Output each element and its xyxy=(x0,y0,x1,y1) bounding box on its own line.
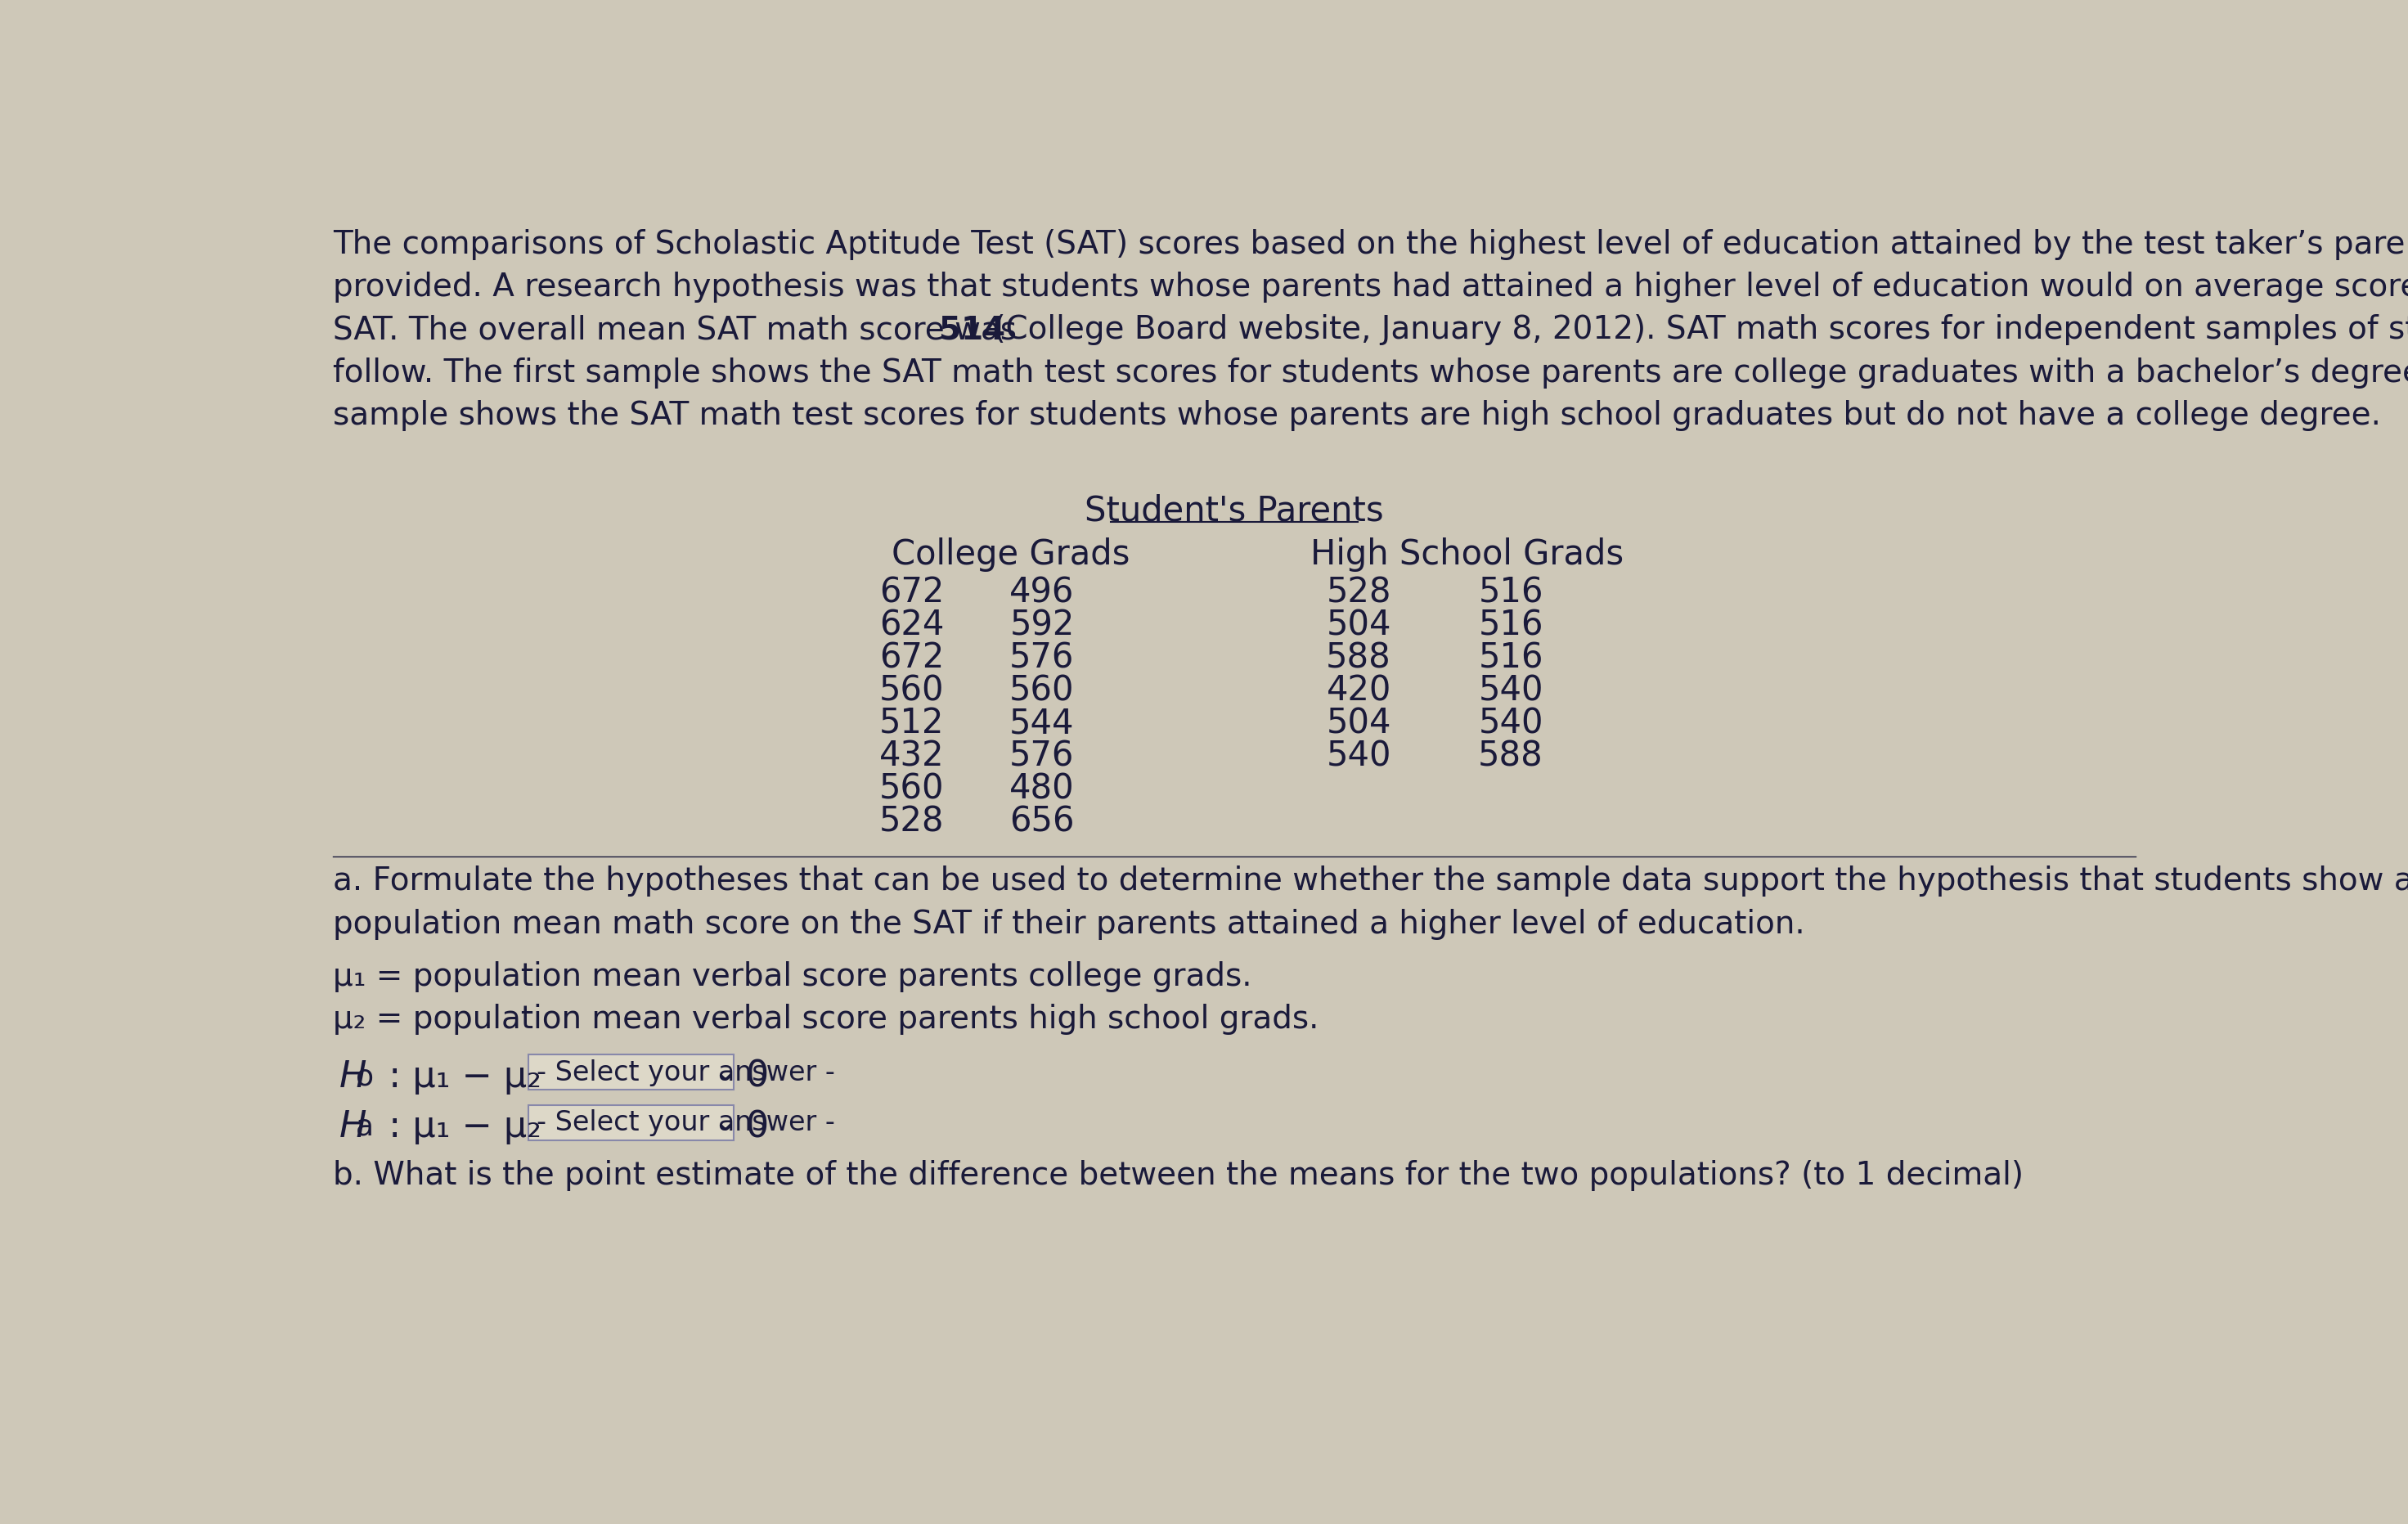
Text: 540: 540 xyxy=(1327,739,1392,773)
Text: The comparisons of Scholastic Aptitude Test (SAT) scores based on the highest le: The comparisons of Scholastic Aptitude T… xyxy=(332,229,2408,261)
Text: ⌄: ⌄ xyxy=(713,1109,737,1137)
Text: 540: 540 xyxy=(1479,674,1544,709)
Text: 504: 504 xyxy=(1327,706,1392,741)
Text: 576: 576 xyxy=(1009,640,1074,675)
Text: College Grads: College Grads xyxy=(891,538,1129,572)
Text: 540: 540 xyxy=(1479,706,1544,741)
Text: - Select your answer -: - Select your answer - xyxy=(537,1109,836,1137)
Text: - Select your answer -: - Select your answer - xyxy=(537,1059,836,1087)
Text: 560: 560 xyxy=(879,674,944,709)
Text: 672: 672 xyxy=(879,575,944,610)
Text: 624: 624 xyxy=(879,608,944,643)
Text: 588: 588 xyxy=(1479,739,1544,773)
Text: : μ₁ − μ₂: : μ₁ − μ₂ xyxy=(378,1059,542,1094)
Text: 496: 496 xyxy=(1009,575,1074,610)
Text: 516: 516 xyxy=(1479,608,1544,643)
Text: 504: 504 xyxy=(1327,608,1392,643)
Text: : μ₁ − μ₂: : μ₁ − μ₂ xyxy=(378,1109,542,1145)
Text: 528: 528 xyxy=(879,805,944,838)
FancyBboxPatch shape xyxy=(530,1105,734,1140)
Text: ⌄: ⌄ xyxy=(713,1059,737,1087)
Text: 576: 576 xyxy=(1009,739,1074,773)
Text: 672: 672 xyxy=(879,640,944,675)
Text: provided. A research hypothesis was that students whose parents had attained a h: provided. A research hypothesis was that… xyxy=(332,271,2408,303)
Text: 528: 528 xyxy=(1327,575,1392,610)
Text: 514: 514 xyxy=(939,314,1007,346)
Text: a. Formulate the hypotheses that can be used to determine whether the sample dat: a. Formulate the hypotheses that can be … xyxy=(332,866,2408,896)
FancyBboxPatch shape xyxy=(530,1055,734,1090)
Text: High School Grads: High School Grads xyxy=(1310,538,1623,572)
Text: H: H xyxy=(340,1109,366,1145)
Text: H: H xyxy=(340,1059,366,1094)
Text: b. What is the point estimate of the difference between the means for the two po: b. What is the point estimate of the dif… xyxy=(332,1160,2023,1190)
Text: 656: 656 xyxy=(1009,805,1074,838)
Text: 560: 560 xyxy=(879,771,944,806)
Text: a: a xyxy=(356,1113,373,1141)
Text: Student's Parents: Student's Parents xyxy=(1084,494,1385,527)
Text: 544: 544 xyxy=(1009,706,1074,741)
Text: 516: 516 xyxy=(1479,575,1544,610)
Text: o: o xyxy=(356,1062,373,1091)
Text: 560: 560 xyxy=(1009,674,1074,709)
Text: population mean math score on the SAT if their parents attained a higher level o: population mean math score on the SAT if… xyxy=(332,908,1804,940)
Text: 588: 588 xyxy=(1327,640,1392,675)
Text: follow. The first sample shows the SAT math test scores for students whose paren: follow. The first sample shows the SAT m… xyxy=(332,357,2408,389)
Text: 480: 480 xyxy=(1009,771,1074,806)
Text: 0: 0 xyxy=(746,1059,768,1094)
Text: SAT. The overall mean SAT math score was: SAT. The overall mean SAT math score was xyxy=(332,314,1026,346)
Text: μ₁ = population mean verbal score parents college grads.: μ₁ = population mean verbal score parent… xyxy=(332,960,1252,992)
Text: (College Board website, January 8, 2012). SAT math scores for independent sample: (College Board website, January 8, 2012)… xyxy=(982,314,2408,346)
Text: 512: 512 xyxy=(879,706,944,741)
Text: μ₂ = population mean verbal score parents high school grads.: μ₂ = population mean verbal score parent… xyxy=(332,1004,1320,1035)
Text: 0: 0 xyxy=(746,1109,768,1145)
Text: 516: 516 xyxy=(1479,640,1544,675)
Text: 432: 432 xyxy=(879,739,944,773)
Text: sample shows the SAT math test scores for students whose parents are high school: sample shows the SAT math test scores fo… xyxy=(332,401,2382,431)
Text: 420: 420 xyxy=(1327,674,1392,709)
Text: 592: 592 xyxy=(1009,608,1074,643)
